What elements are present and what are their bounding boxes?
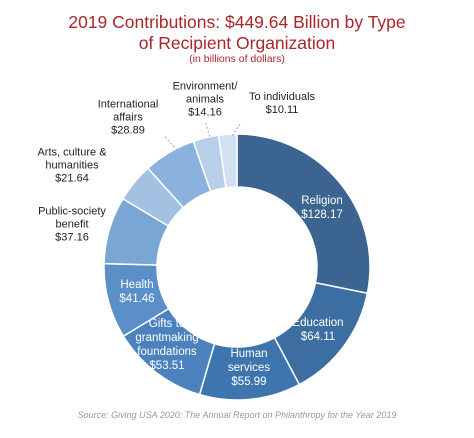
slice-label: Education $64.11: [278, 316, 358, 344]
slice-label: Religion $128.17: [282, 194, 362, 222]
category-label: International affairs: [97, 98, 159, 124]
slice-label: Public-society benefit $37.16: [22, 206, 122, 245]
value-label: $64.11: [300, 331, 336, 343]
value-label: $41.46: [119, 293, 155, 305]
leader-line: [231, 123, 241, 137]
category-label: Public-society benefit: [38, 205, 106, 231]
value-label: $128.17: [301, 209, 343, 221]
leader-line: [205, 122, 211, 139]
value-label: $14.16: [188, 106, 222, 119]
slice-label: International affairs $28.89: [83, 99, 173, 138]
source-note: Source: Giving USA 2020: The Annual Repo…: [77, 410, 397, 420]
slice-label: Arts, culture & humanities $21.64: [22, 147, 122, 186]
slice-label: Environment/animals $14.16: [165, 81, 245, 120]
category-label: Environment/animals: [172, 80, 238, 106]
donut-slice: [217, 133, 238, 189]
slice-label: Gifts to grantmaking foundations $53.51: [127, 317, 207, 373]
category-label: Human services: [227, 348, 271, 374]
value-label: $21.64: [55, 172, 89, 185]
category-label: Arts, culture & humanities: [37, 146, 107, 172]
category-label: Education: [292, 317, 344, 329]
value-label: $55.99: [231, 376, 267, 388]
slice-label: Health $41.46: [107, 278, 167, 306]
category-label: To individuals: [248, 91, 316, 103]
value-label: $10.11: [265, 104, 299, 116]
leader-line: [164, 136, 178, 151]
category-label: Religion: [301, 195, 343, 207]
chart-title: 2019 Contributions: $449.64 Billion by T…: [68, 12, 406, 53]
slice-label: To individuals $10.11: [237, 91, 327, 117]
value-label: $53.51: [149, 360, 185, 372]
slice-label: Human services $55.99: [214, 347, 284, 389]
value-label: $37.16: [55, 231, 89, 244]
chart-subtitle: (in billions of dollars): [189, 53, 285, 65]
category-label: Gifts to grantmaking foundations: [135, 318, 199, 358]
donut-slice: [236, 133, 371, 295]
category-label: Health: [120, 279, 154, 291]
value-label: $28.89: [111, 124, 145, 137]
